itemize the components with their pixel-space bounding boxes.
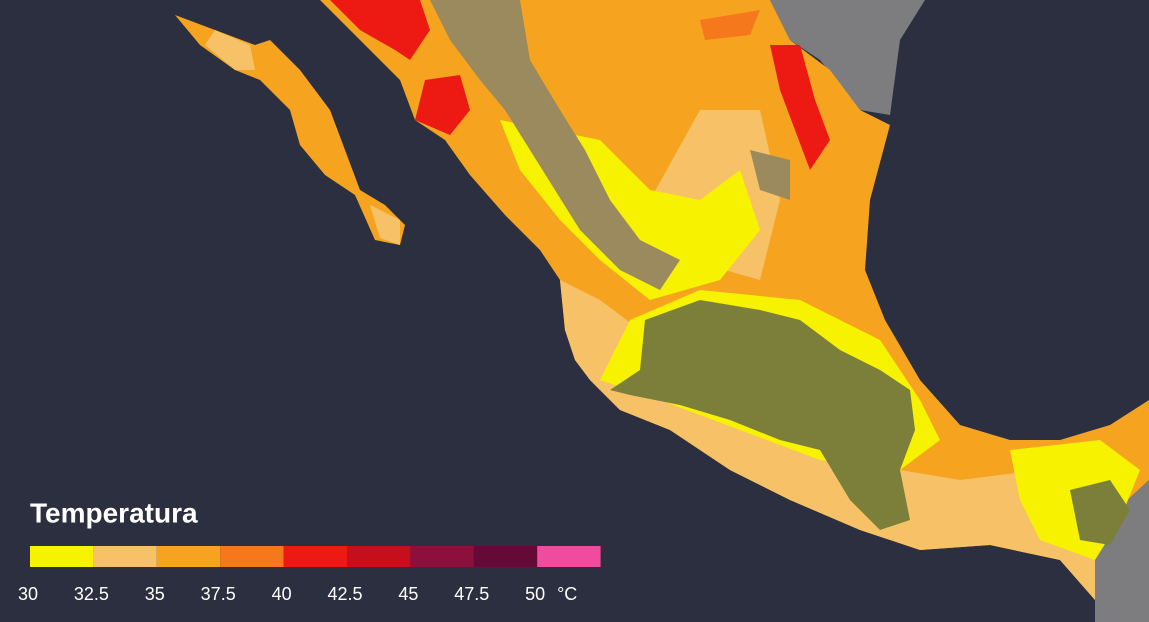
legend-swatch xyxy=(30,546,94,567)
legend-tick-label: 50 xyxy=(525,584,545,604)
legend-swatch xyxy=(537,546,601,567)
relief xyxy=(610,300,915,530)
legend-tick-label: 35 xyxy=(145,584,165,604)
legend-tick-label: 30 xyxy=(18,584,38,604)
legend-swatch xyxy=(93,546,157,567)
relief xyxy=(1070,480,1130,545)
legend-swatch xyxy=(473,546,538,567)
legend-tick-label: 37.5 xyxy=(201,584,236,604)
legend-tick-label: 40 xyxy=(272,584,292,604)
legend-tick-label: 42.5 xyxy=(327,584,362,604)
legend-swatch xyxy=(220,546,284,567)
legend-swatch xyxy=(347,546,411,567)
zone-35 xyxy=(370,205,400,245)
land-neighbor xyxy=(770,0,925,115)
legend-swatch xyxy=(156,546,221,567)
legend-tick-label: 47.5 xyxy=(454,584,489,604)
legend: 30 32.5 35 37.5 40 42.5 45 47.5 50 °C xyxy=(18,546,601,604)
legend-tick-label: 45 xyxy=(398,584,418,604)
relief xyxy=(430,0,680,290)
legend-swatch xyxy=(410,546,474,567)
legend-unit: °C xyxy=(557,584,577,604)
legend-tick-label: 32.5 xyxy=(74,584,109,604)
zone-35 xyxy=(560,280,1120,600)
baja-california xyxy=(175,15,405,245)
zone-35 xyxy=(205,30,255,70)
relief xyxy=(750,150,790,200)
zone-40 xyxy=(330,0,430,60)
legend-title: Temperatura xyxy=(30,497,198,528)
zone-375 xyxy=(700,10,760,40)
legend-swatch xyxy=(283,546,347,567)
land-neighbor xyxy=(1095,480,1149,622)
zone-40 xyxy=(770,45,830,170)
zone-40 xyxy=(415,75,470,135)
